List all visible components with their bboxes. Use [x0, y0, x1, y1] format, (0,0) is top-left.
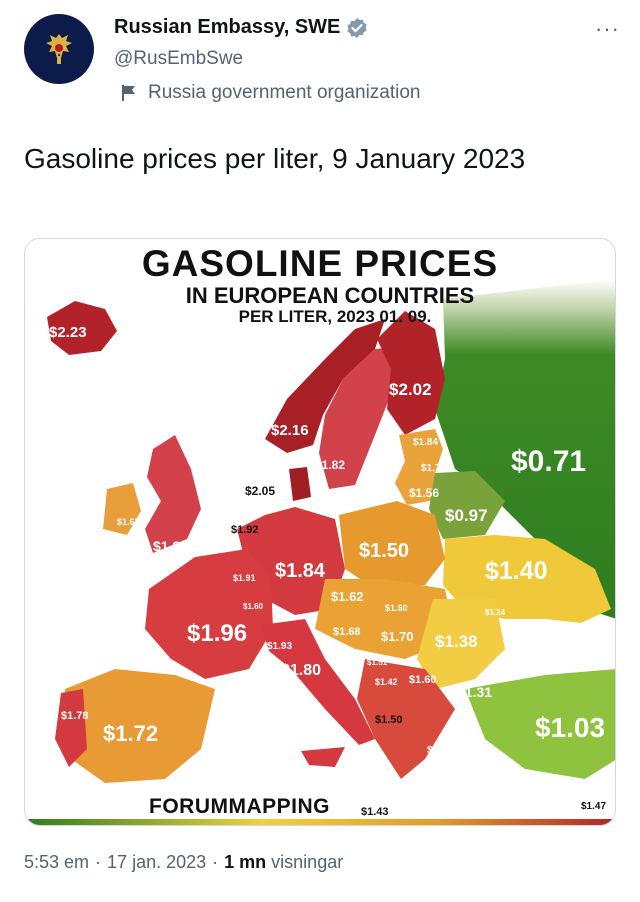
government-label[interactable]: Russia government organization: [120, 82, 421, 104]
iceland-region: [47, 301, 117, 355]
map-subtitle: IN EUROPEAN COUNTRIES: [185, 283, 475, 308]
price-label-malta: $1.43: [361, 806, 389, 818]
separator: ·: [95, 852, 102, 872]
baltics-region: [395, 429, 443, 505]
europe-price-map: $2.23 $2.02 $2.16 $1.82 $1.84 $1.72 $1.56 $0.71…: [25, 239, 615, 825]
price-label-belarus: $0.97: [445, 506, 488, 525]
price-label-netherlands: $1.92: [231, 524, 259, 536]
government-label-text: Russia government organization: [148, 82, 421, 103]
price-label-austria: $1.68: [333, 626, 361, 638]
price-label-switzerland: $1.93: [267, 641, 292, 652]
price-label-slovakia: $1.60: [385, 603, 408, 613]
finland-region: [377, 311, 445, 435]
russia-region: [435, 279, 615, 619]
price-label-hungary: $1.70: [381, 629, 414, 644]
color-scale: [25, 819, 615, 825]
more-options-icon[interactable]: ···: [595, 16, 620, 41]
central-europe-region: [315, 579, 455, 659]
price-label-france: $1.96: [187, 620, 247, 647]
price-label-moldova: $1.24: [485, 608, 506, 617]
spain-region: [65, 669, 215, 783]
price-label-poland: $1.50: [359, 540, 409, 562]
handle[interactable]: @RusEmbSwe: [114, 48, 244, 69]
price-label-latvia: $1.72: [421, 463, 446, 474]
flag-icon: [122, 85, 135, 101]
norway-region: [265, 319, 385, 453]
price-label-finland: $2.02: [389, 380, 432, 399]
tweet-time[interactable]: 5:53 em: [24, 852, 90, 872]
price-label-bosnia: $1.42: [375, 677, 398, 687]
price-label-russia: $0.71: [511, 445, 586, 478]
price-label-bulgaria: $1.31: [457, 684, 492, 700]
belarus-region: [429, 471, 505, 539]
price-label-norway: $2.16: [271, 422, 309, 439]
price-label-belgium: $1.91: [233, 573, 256, 583]
turkey-region: [465, 669, 615, 779]
price-label-estonia: $1.84: [413, 437, 438, 448]
price-label-slovenia: $1.37: [343, 650, 364, 659]
tweet-metadata: 5:53 em · 17 jan. 2023 · 1 mn visningar: [24, 852, 343, 873]
price-label-turkey: $1.03: [535, 712, 605, 743]
balkans-region: [357, 659, 455, 779]
sweden-region: [319, 347, 397, 489]
price-label-spain: $1.72: [103, 721, 158, 746]
price-labels: $2.23 $2.02 $2.16 $1.82 $1.84 $1.72 $1.56 $0.71…: [49, 324, 606, 818]
portugal-region: [55, 689, 87, 767]
price-label-montenegro: $1.50: [375, 714, 403, 726]
double-headed-eagle-icon: [46, 34, 72, 64]
price-label-sweden: $1.82: [315, 458, 345, 472]
price-label-germany: $1.84: [275, 560, 326, 582]
ireland-region: [103, 483, 141, 535]
price-label-croatia: $1.51: [367, 658, 388, 667]
price-label-cyprus: $1.47: [581, 801, 606, 812]
tweet-image[interactable]: $2.23 $2.02 $2.16 $1.82 $1.84 $1.72 $1.56 $0.71…: [24, 238, 616, 826]
uk-region: [145, 435, 201, 553]
price-label-united-kingdom: $1.82: [153, 538, 188, 554]
price-label-italy: $1.80: [281, 662, 321, 679]
romania-region: [417, 599, 505, 689]
price-label-portugal: $1.78: [61, 710, 89, 722]
brand-logo: FORUMMAPPING: [149, 795, 330, 818]
tweet-text: Gasoline prices per liter, 9 January 202…: [24, 143, 526, 174]
price-label-romania: $1.38: [435, 632, 478, 651]
sicily-region: [301, 747, 345, 767]
separator: ·: [212, 852, 219, 872]
italy-region: [261, 619, 375, 745]
poland-region: [339, 501, 445, 589]
price-label-denmark: $2.05: [245, 484, 275, 498]
denmark-region: [289, 467, 311, 501]
map-date-line: PER LITER, 2023 01. 09.: [238, 307, 432, 326]
price-label-ukraine: $1.40: [485, 557, 548, 585]
tweet-header: Russian Embassy, SWE @RusEmbSwe Russia g…: [24, 14, 624, 110]
price-label-greece: $1.99: [427, 745, 452, 756]
map-title: GASOLINE PRICES: [141, 243, 499, 284]
price-label-lithuania: $1.56: [409, 486, 439, 500]
verified-badge-icon: [347, 17, 367, 38]
view-count[interactable]: 1 mn visningar: [224, 852, 344, 872]
price-label-czechia: $1.62: [331, 589, 364, 604]
price-label-serbia: $1.60: [409, 674, 437, 686]
display-name[interactable]: Russian Embassy, SWE: [114, 16, 341, 38]
price-label-iceland: $2.23: [49, 324, 87, 341]
tweet-date[interactable]: 17 jan. 2023: [107, 852, 207, 872]
avatar[interactable]: [24, 14, 94, 84]
price-label-ireland: $1.67: [117, 517, 140, 527]
france-region: [145, 549, 273, 679]
price-label-luxembourg: $1.60: [243, 602, 264, 611]
